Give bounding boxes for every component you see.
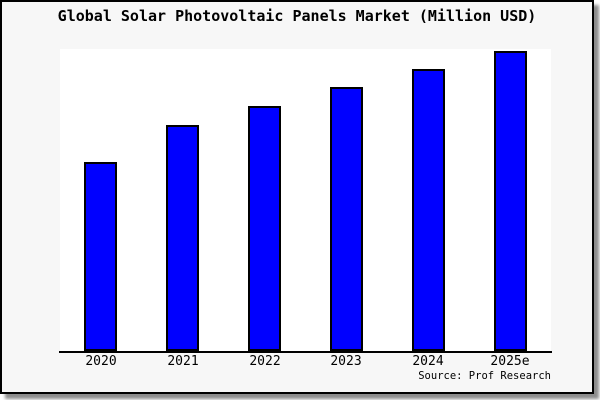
bar-2025e xyxy=(494,51,527,351)
x-tick-2022: 2022 xyxy=(249,354,281,369)
x-tick-2020: 2020 xyxy=(85,354,117,369)
chart-title: Global Solar Photovoltaic Panels Market … xyxy=(57,7,537,25)
x-axis-line xyxy=(59,351,552,353)
bar-2021 xyxy=(166,125,199,351)
x-tick-2024: 2024 xyxy=(412,354,444,369)
x-tick-2021: 2021 xyxy=(167,354,199,369)
source-note: Source: Prof Research xyxy=(418,370,551,382)
bar-2020 xyxy=(84,162,117,351)
bar-2024 xyxy=(412,69,445,351)
x-tick-2023: 2023 xyxy=(330,354,362,369)
plot-area xyxy=(60,49,551,351)
bar-2022 xyxy=(248,106,281,351)
x-tick-2025e: 2025e xyxy=(490,354,530,369)
chart-card: Global Solar Photovoltaic Panels Market … xyxy=(0,0,594,394)
bar-2023 xyxy=(330,87,363,351)
